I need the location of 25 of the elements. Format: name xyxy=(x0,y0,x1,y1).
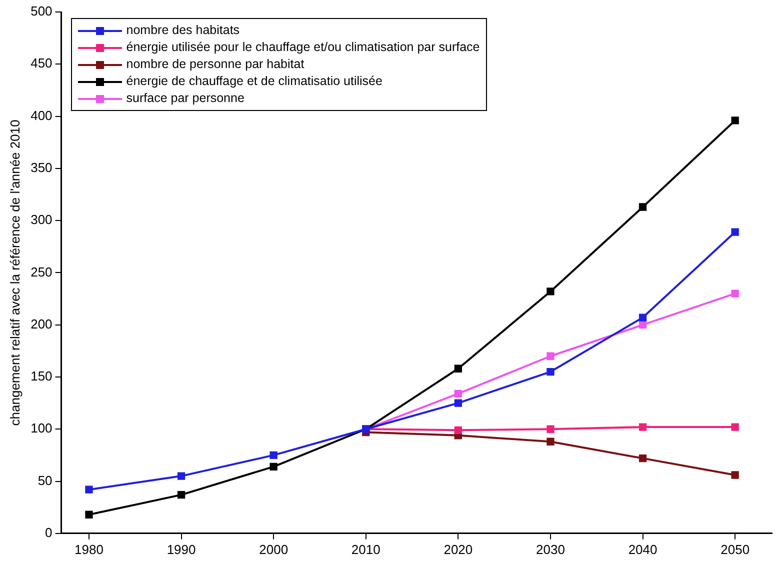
x-tick-label: 2010 xyxy=(351,542,380,557)
y-tick-label: 300 xyxy=(30,212,52,228)
x-tick-label: 1980 xyxy=(74,542,104,557)
y-tick-label: 50 xyxy=(38,472,52,488)
y-tick-label: 100 xyxy=(30,420,52,436)
x-tick-label: 2050 xyxy=(720,542,750,557)
x-tick-label: 2020 xyxy=(444,542,473,557)
legend-label: surface par personne xyxy=(126,90,244,107)
legend-label: nombre de personne par habitat xyxy=(126,56,304,73)
x-tick-label: 2040 xyxy=(628,542,658,557)
x-tick-label: 2030 xyxy=(536,542,565,557)
y-axis-title: changement relatif avec la référence de l'année 2010 xyxy=(7,120,22,426)
y-tick-label: 450 xyxy=(30,56,52,71)
y-tick-label: 150 xyxy=(30,368,52,384)
legend-label: nombre des habitats xyxy=(126,22,240,39)
x-tick-label: 1990 xyxy=(166,542,196,557)
y-tick-label: 250 xyxy=(30,264,52,280)
legend-label: énergie de chauffage et de climatisatio utilisée xyxy=(126,73,382,90)
y-tick-label: 200 xyxy=(30,316,52,332)
y-tick-label: 500 xyxy=(30,4,52,19)
y-tick-label: 350 xyxy=(30,160,52,175)
legend-label: énergie utilisée pour le chauffage et/ou climatisation par surface xyxy=(126,39,480,56)
y-tick-label: 0 xyxy=(45,524,52,540)
y-tick-label: 400 xyxy=(30,108,52,123)
x-tick-label: 2000 xyxy=(259,542,288,557)
